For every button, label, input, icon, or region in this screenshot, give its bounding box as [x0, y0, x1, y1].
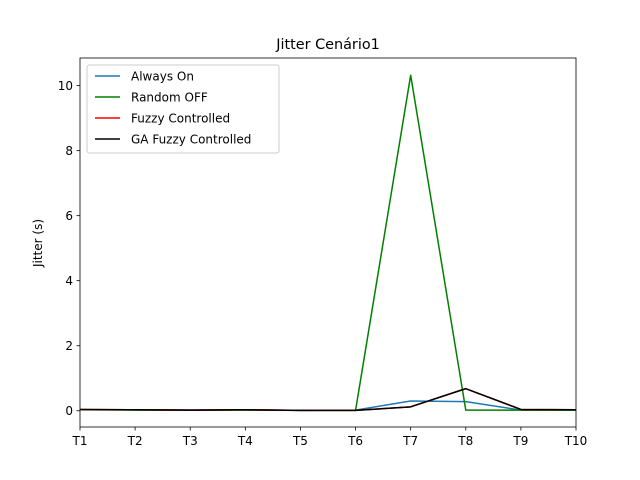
legend-entry-0: Always On	[95, 69, 194, 83]
plot-frame	[79, 57, 577, 428]
x-tick-label: T10	[564, 434, 588, 448]
chart-title: Jitter Cenário1	[275, 37, 380, 53]
y-tick-label: 10	[58, 79, 73, 93]
x-tick-label: T8	[457, 434, 473, 448]
legend-entry-2: Fuzzy Controlled	[95, 111, 230, 125]
y-tick-label: 6	[65, 209, 73, 223]
x-tick-label: T1	[72, 434, 88, 448]
legend-entry-3: GA Fuzzy Controlled	[95, 132, 251, 146]
x-tick-label: T3	[182, 434, 198, 448]
legend-label: Always On	[131, 69, 194, 83]
y-tick-label: 4	[65, 274, 73, 288]
y-tick-label: 0	[65, 404, 73, 418]
legend-label: Random OFF	[131, 90, 208, 104]
plot-area	[79, 57, 577, 428]
series-line-3	[79, 387, 577, 412]
x-tick-label: T7	[402, 434, 418, 448]
x-tick-label: T4	[237, 434, 253, 448]
y-tick-label: 2	[65, 339, 73, 353]
y-axis-title: Jitter (s)	[31, 219, 45, 268]
y-tick-label: 8	[65, 144, 73, 158]
legend-box	[86, 64, 280, 154]
x-tick-label: T5	[292, 434, 308, 448]
legend-label: GA Fuzzy Controlled	[131, 132, 251, 146]
x-tick-label: T9	[512, 434, 528, 448]
y-axis: 0 2 4 6 8 10	[58, 79, 80, 418]
legend-entry-1: Random OFF	[95, 90, 208, 104]
legend-label: Fuzzy Controlled	[131, 111, 230, 125]
x-tick-label: T2	[127, 434, 143, 448]
legend: Always On Random OFF Fuzzy Controlled GA Fu…	[86, 64, 280, 154]
x-tick-label: T6	[347, 434, 363, 448]
x-axis: T1 T2 T3 T4 T5 T6 T7 T8 T9 T10	[72, 427, 588, 448]
